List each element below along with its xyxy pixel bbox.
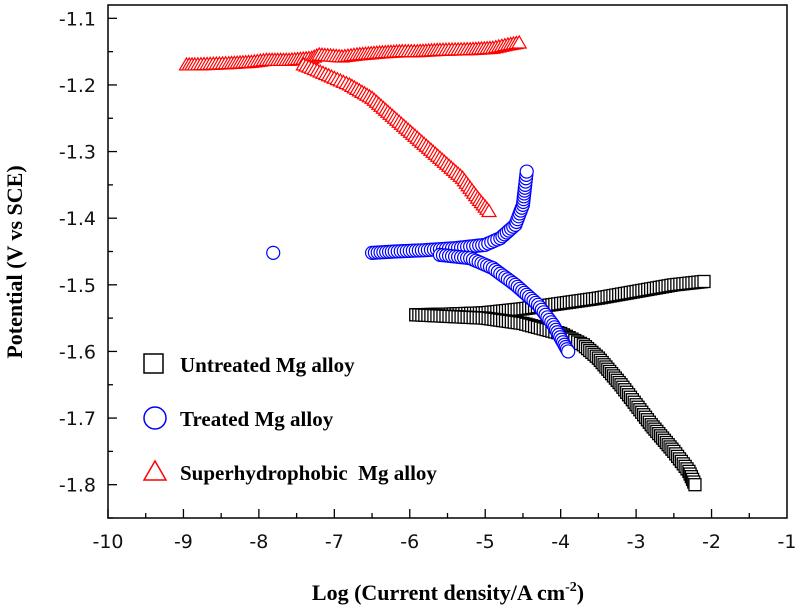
legend-marker-triangle [142, 459, 168, 481]
x-axis-title: Log (Current density/A cm-2) [312, 580, 584, 605]
legend-label-untreated: Untreated Mg alloy [180, 353, 355, 377]
x-tick-label: -2 [702, 531, 721, 553]
data-point-treated [561, 344, 576, 359]
data-point-treated [519, 164, 534, 179]
y-tick-label: -1.5 [59, 275, 96, 297]
x-tick-label: -8 [249, 531, 268, 553]
y-tick-label: -1.3 [59, 142, 96, 164]
plot-marks [178, 34, 711, 492]
data-point-untreated [688, 478, 702, 492]
x-tick-label: -9 [174, 531, 193, 553]
y-tick-label: -1.6 [59, 341, 96, 363]
x-tick-label: -3 [627, 531, 646, 553]
y-tick-label: -1.4 [59, 208, 96, 230]
x-tick-labels: -10 -9 -8 -7 -6 -5 -4 -3 -2 -1 [92, 531, 796, 553]
legend-marker-circle [143, 406, 167, 430]
y-tick-label: -1.7 [59, 408, 96, 430]
x-tick-label: -10 [92, 531, 123, 553]
legend-label-treated: Treated Mg alloy [180, 407, 334, 431]
legend-label-superhydrophobic: Superhydrophobic Mg alloy [180, 461, 437, 485]
x-tick-label: -5 [476, 531, 495, 553]
y-axis-title: Potential (V vs SCE) [2, 165, 27, 358]
data-point-superhydrophobic [511, 34, 528, 49]
y-tick-label: -1.1 [59, 8, 96, 30]
y-tick-labels: -1.1 -1.2 -1.3 -1.4 -1.5 -1.6 -1.7 -1.8 [59, 8, 96, 496]
legend-marker-square [143, 353, 164, 374]
x-tick-label: -4 [551, 531, 570, 553]
x-tick-label: -6 [400, 531, 419, 553]
x-tick-label: -1 [778, 531, 797, 553]
data-point-superhydrophobic [480, 203, 498, 218]
y-tick-label: -1.8 [59, 475, 96, 497]
legend: Untreated Mg alloy Treated Mg alloy Supe… [142, 353, 437, 485]
data-point-treated [266, 245, 281, 260]
axis-ticks [107, 17, 750, 519]
y-tick-label: -1.2 [59, 75, 96, 97]
x-tick-label: -7 [325, 531, 344, 553]
data-point-untreated [697, 274, 711, 289]
